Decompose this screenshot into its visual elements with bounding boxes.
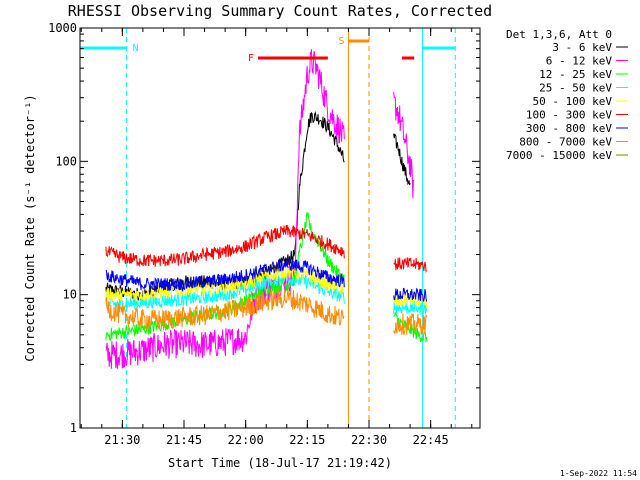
series-group <box>105 49 428 369</box>
series-line-5-after-gap <box>393 257 428 274</box>
flag-bars: N F S <box>80 36 456 64</box>
series-line-1-after-gap <box>393 91 415 199</box>
x-tick-label-3: 22:15 <box>289 433 325 447</box>
timestamp: 1-Sep-2022 11:54 <box>560 469 637 478</box>
series-line-0-after-gap <box>393 133 411 186</box>
legend-label-8: 7000 - 15000 keV <box>506 149 612 162</box>
legend-label-0: 3 - 6 keV <box>552 41 612 54</box>
flag-label-S: S <box>338 36 344 47</box>
y-axis-label: Corrected Count Rate (s⁻¹ detector⁻¹) <box>23 94 37 361</box>
x-tick-label-0: 21:30 <box>104 433 140 447</box>
axis-ticks: 21:30 21:45 22:00 22:15 22:30 22:45 1 10 100 1000 <box>48 21 480 447</box>
vertical-markers <box>79 28 456 428</box>
series-line-7 <box>105 287 345 330</box>
series-line-6-after-gap <box>393 287 428 302</box>
x-tick-label-2: 22:00 <box>228 433 264 447</box>
series-line-4 <box>105 265 345 302</box>
series-line-1 <box>105 49 345 369</box>
series-line-2-after-gap <box>393 311 428 343</box>
series-line-0 <box>105 111 345 301</box>
legend-label-7: 800 - 7000 keV <box>519 136 612 149</box>
series-line-6 <box>105 257 345 293</box>
series-line-7-after-gap <box>393 313 428 336</box>
legend-title: Det 1,3,6, Att 0 <box>506 28 612 41</box>
plot-frame <box>79 27 481 429</box>
flag-label-N: N <box>132 43 138 54</box>
series-line-3-after-gap <box>393 301 428 315</box>
legend-label-1: 6 - 12 keV <box>546 55 613 68</box>
x-tick-label-5: 22:45 <box>413 433 449 447</box>
legend-label-3: 25 - 50 keV <box>539 82 612 95</box>
x-axis-label: Start Time (18-Jul-17 21:19:42) <box>168 456 392 470</box>
x-tick-label-4: 22:30 <box>351 433 387 447</box>
legend-label-2: 12 - 25 keV <box>539 68 612 81</box>
legend-label-5: 100 - 300 keV <box>526 109 612 122</box>
series-line-5 <box>105 224 345 268</box>
legend-label-4: 50 - 100 keV <box>533 95 613 108</box>
y-tick-label-1: 10 <box>63 288 77 302</box>
y-tick-label-3: 1000 <box>48 21 77 35</box>
chart-title: RHESSI Observing Summary Count Rates, Co… <box>68 2 492 20</box>
x-tick-label-1: 21:45 <box>166 433 202 447</box>
flag-label-F: F <box>248 53 254 64</box>
y-tick-label-2: 100 <box>55 154 77 168</box>
legend-label-6: 300 - 800 keV <box>526 122 612 135</box>
y-tick-label-0: 1 <box>70 421 77 435</box>
